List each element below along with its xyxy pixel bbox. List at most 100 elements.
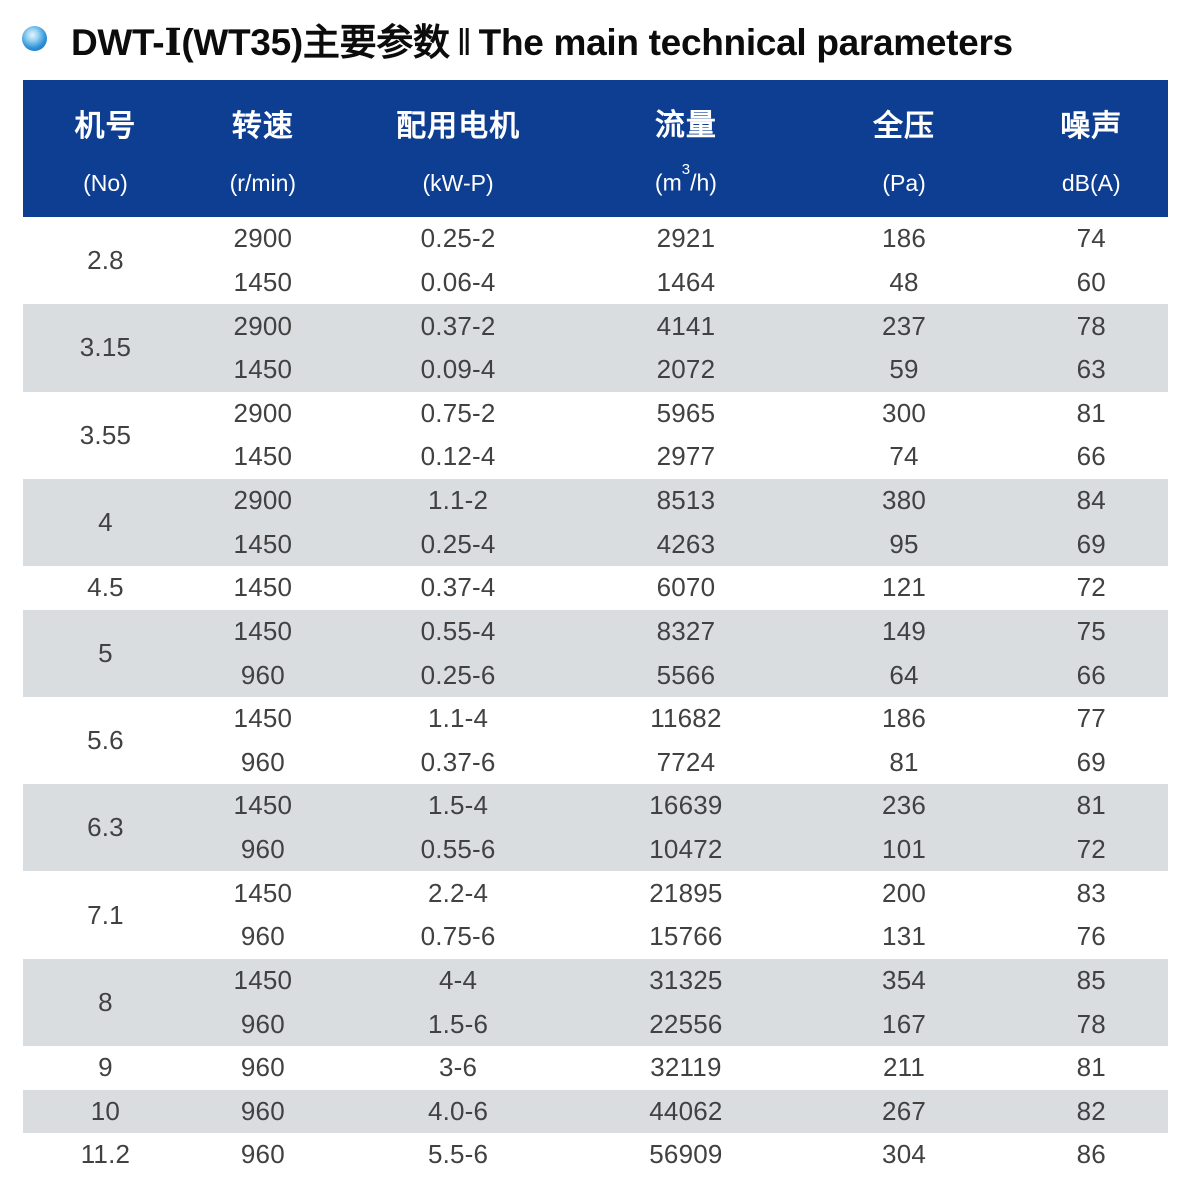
cell-model-no: 3.55	[79, 419, 132, 450]
cell-speed: 960	[240, 1095, 285, 1126]
cell-motor: 4.0-6	[427, 1095, 489, 1126]
cell-model-no: 2.8	[87, 245, 124, 276]
cell-noise: 78	[1076, 1008, 1106, 1039]
cell-model-no: 5.6	[87, 725, 124, 755]
cell-noise: 77	[1076, 703, 1106, 734]
cell-flow: 10472	[649, 834, 723, 865]
cell-noise: 69	[1076, 528, 1106, 559]
cell-speed: 1450	[233, 964, 293, 995]
cell-pressure: 95	[889, 528, 919, 559]
flow-unit-post: /h)	[690, 169, 717, 196]
cell-pressure: 131	[882, 921, 927, 952]
cell-flow: 5566	[656, 659, 716, 690]
row-group-8: 8 1450 4-4 31325 354 85 960 1.5-6 22556 167 78	[23, 958, 1168, 1046]
cell-flow: 21895	[649, 877, 723, 908]
cell-noise: 75	[1076, 615, 1106, 646]
cell-model-no: 9	[98, 1052, 113, 1083]
cell-speed: 960	[240, 1139, 285, 1170]
cell-speed: 1450	[233, 615, 293, 646]
cell-motor: 5.5-6	[427, 1139, 489, 1170]
col-header-model-no: 机号 (No)	[23, 80, 188, 217]
cell-pressure: 211	[883, 1052, 926, 1083]
col-header-unit: (Pa)	[882, 169, 926, 196]
cell-speed: 1450	[233, 877, 293, 908]
cell-pressure: 186	[882, 223, 927, 254]
cell-speed: 2900	[233, 397, 293, 428]
col-header-unit: dB(A)	[1061, 169, 1121, 196]
cell-noise: 69	[1076, 746, 1106, 777]
page-title-row: DWT-Ⅰ(WT35)主要参数 ‖ The main technical param…	[0, 0, 1191, 64]
cell-model-no: 8	[98, 986, 113, 1017]
col-header-flow: 流量 (m3/h)	[578, 80, 793, 217]
cell-pressure: 300	[882, 397, 927, 428]
cell-motor: 1.1-4	[427, 703, 489, 734]
cell-model-no: 5	[98, 637, 113, 668]
cell-speed: 2900	[233, 485, 293, 516]
cell-noise: 84	[1076, 485, 1106, 516]
row-group-3.55: 3.55 2900 0.75-2 5965 300 81 1450 0.12-4 2977 74 6…	[23, 392, 1168, 479]
cell-pressure: 149	[882, 615, 927, 646]
cell-model-no: 3.15	[79, 332, 132, 363]
title-separator: ‖	[456, 21, 472, 63]
cell-speed: 1450	[233, 703, 293, 734]
cell-noise: 81	[1076, 397, 1106, 428]
cell-pressure: 186	[882, 703, 927, 734]
row-group-11.2: 11.2 960 5.5-6 56909 304 86	[23, 1133, 1168, 1177]
cell-flow: 2977	[656, 441, 716, 472]
cell-speed: 2900	[233, 310, 293, 341]
cell-motor: 0.37-6	[420, 746, 496, 777]
cell-motor: 0.55-6	[420, 834, 496, 865]
cell-speed: 1450	[233, 572, 293, 603]
cell-speed: 960	[240, 834, 285, 865]
col-header-label: 转速	[231, 109, 294, 143]
row-group-9: 9 960 3-6 32119 211 81	[23, 1046, 1168, 1090]
cell-flow: 7724	[656, 746, 716, 777]
cell-pressure: 354	[882, 964, 927, 995]
cell-motor: 0.06-4	[420, 266, 496, 297]
cell-speed: 1450	[233, 266, 293, 297]
cell-noise: 81	[1076, 1052, 1106, 1083]
col-header-label: 噪声	[1060, 109, 1123, 143]
cell-speed: 960	[240, 746, 285, 777]
cell-flow: 22556	[649, 1008, 723, 1039]
cell-model-no: 4	[98, 506, 113, 537]
cell-pressure: 200	[882, 877, 927, 908]
cell-noise: 83	[1076, 877, 1106, 908]
row-group-6.3: 6.3 1450 1.5-4 16639 236 81 960 0.55-6 10472 101 7…	[23, 784, 1168, 872]
cell-noise: 85	[1076, 964, 1106, 995]
flow-unit-sup: 3	[681, 161, 691, 179]
cell-pressure: 81	[889, 746, 919, 777]
cell-motor: 0.25-6	[420, 659, 496, 690]
cell-flow: 5965	[656, 397, 716, 428]
cell-noise: 86	[1076, 1139, 1106, 1170]
cell-pressure: 64	[889, 659, 919, 690]
cell-speed: 2900	[233, 223, 293, 254]
row-group-5: 5 1450 0.55-4 8327 149 75 960 0.25-6 5566 64 66	[23, 609, 1168, 697]
cell-speed: 960	[240, 921, 285, 952]
cell-flow: 16639	[649, 790, 723, 821]
cell-pressure: 121	[882, 572, 927, 603]
cell-noise: 74	[1076, 223, 1106, 254]
cell-flow: 4263	[656, 528, 716, 559]
row-group-7.1: 7.1 1450 2.2-4 21895 200 83 960 0.75-6 15766 131 7…	[23, 871, 1168, 958]
cell-pressure: 236	[882, 790, 927, 821]
cell-noise: 82	[1076, 1095, 1106, 1126]
parameters-table: 机号 (No) 转速 (r/min) 配用电机 (kW-P) 流量 (m3/h)…	[23, 80, 1168, 1177]
cell-pressure: 74	[889, 441, 919, 472]
cell-motor: 0.75-6	[420, 921, 496, 952]
cell-flow: 4141	[656, 310, 716, 341]
col-header-unit: (r/min)	[229, 169, 297, 196]
cell-speed: 1450	[233, 441, 293, 472]
cell-motor: 0.37-2	[420, 310, 496, 341]
cell-noise: 78	[1076, 310, 1106, 341]
row-group-4: 4 2900 1.1-2 8513 380 84 1450 0.25-4 4263 95 69	[23, 478, 1168, 566]
row-group-4.5: 4.5 1450 0.37-4 6070 121 72	[23, 566, 1168, 610]
cell-speed: 1450	[233, 354, 293, 385]
cell-model-no: 7.1	[87, 899, 124, 930]
row-group-3.15: 3.15 2900 0.37-2 4141 237 78 1450 0.09-4 2072 59 6…	[23, 304, 1168, 392]
cell-model-no: 10	[90, 1095, 121, 1126]
cell-flow: 11682	[650, 703, 722, 734]
cell-noise: 72	[1076, 572, 1106, 603]
cell-speed: 960	[240, 659, 285, 690]
